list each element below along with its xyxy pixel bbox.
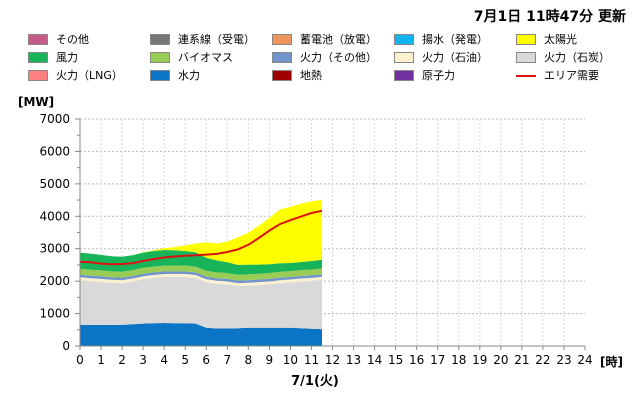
y-tick-label: 7000: [39, 112, 70, 126]
x-tick-label: 2: [118, 353, 126, 367]
area-series: [80, 265, 322, 281]
x-tick-label: 8: [245, 353, 253, 367]
x-tick-label: 24: [577, 353, 592, 367]
x-tick-label: 18: [451, 353, 466, 367]
legend-item: 火力（LNG）: [28, 69, 150, 83]
x-tick-label: 15: [388, 353, 403, 367]
legend-label: 水力: [178, 69, 200, 82]
legend-label: 地熱: [300, 69, 322, 82]
legend-swatch: [394, 52, 414, 63]
legend-item: 風力: [28, 51, 150, 65]
legend-swatch: [394, 70, 414, 81]
x-tick-label: 23: [556, 353, 571, 367]
x-tick-label: 12: [325, 353, 340, 367]
legend-label: その他: [56, 33, 89, 46]
legend-item: 太陽光: [516, 33, 638, 47]
x-tick-label: 0: [76, 353, 84, 367]
x-axis-unit: [時]: [600, 354, 623, 369]
legend-label: 太陽光: [544, 33, 577, 46]
legend-label: エリア需要: [544, 69, 599, 82]
legend-item: 火力（石炭）: [516, 51, 638, 65]
legend-item: エリア需要: [516, 69, 638, 83]
legend-label: 火力（石炭）: [544, 51, 610, 64]
x-tick-label: 1: [97, 353, 105, 367]
area-series: [80, 274, 322, 286]
y-tick-label: 3000: [39, 242, 70, 256]
legend-label: 連系線（受電）: [178, 33, 255, 46]
legend-swatch: [150, 34, 170, 45]
demand-series-line: [79, 209, 323, 266]
area-series: [80, 276, 322, 330]
stacked-areas: [80, 199, 322, 346]
legend-swatch: [272, 52, 292, 63]
x-tick-label: 5: [181, 353, 189, 367]
legend-item: 原子力: [394, 69, 516, 83]
area-series: [80, 323, 322, 346]
x-tick-label: 10: [283, 353, 298, 367]
legend-swatch: [150, 70, 170, 81]
legend-swatch: [516, 52, 536, 63]
x-tick-label: 16: [409, 353, 424, 367]
x-tick-label: 4: [160, 353, 168, 367]
area-series: [80, 271, 322, 284]
demand-line: [79, 209, 323, 266]
y-tick-label: 5000: [39, 177, 70, 191]
y-tick-label: 1000: [39, 307, 70, 321]
x-tick-label: 7: [223, 353, 231, 367]
legend-label: 原子力: [422, 69, 455, 82]
legend-item: その他: [28, 33, 150, 47]
y-tick-label: 4000: [39, 209, 70, 223]
legend-label: 揚水（発電）: [422, 33, 488, 46]
x-tick-label: 6: [202, 353, 210, 367]
legend-label: 火力（その他）: [300, 51, 377, 64]
area-series: [80, 199, 322, 265]
x-tick-label: 14: [367, 353, 382, 367]
x-tick-label: 3: [139, 353, 147, 367]
legend-label: 風力: [56, 51, 78, 64]
legend-label: 火力（石油）: [422, 51, 488, 64]
x-tick-label: 19: [472, 353, 487, 367]
legend-label: 蓄電池（放電）: [300, 33, 377, 46]
legend-swatch: [394, 34, 414, 45]
y-axis-label: [MW]: [18, 95, 54, 109]
x-tick-label: 13: [346, 353, 361, 367]
legend-swatch: [516, 75, 536, 77]
legend-item: 火力（石油）: [394, 51, 516, 65]
legend-swatch: [28, 34, 48, 45]
x-tick-label: 22: [535, 353, 550, 367]
legend-item: 水力: [150, 69, 272, 83]
legend-swatch: [272, 34, 292, 45]
x-tick-label: 21: [514, 353, 529, 367]
legend-label: バイオマス: [178, 51, 233, 64]
legend-swatch: [272, 70, 292, 81]
legend-item: バイオマス: [150, 51, 272, 65]
x-tick-label: 9: [266, 353, 274, 367]
legend-item: 連系線（受電）: [150, 33, 272, 47]
update-timestamp: 7月1日 11時47分 更新: [473, 9, 626, 25]
y-tick-label: 0: [62, 339, 70, 353]
x-tick-label: 17: [430, 353, 445, 367]
legend-item: 地熱: [272, 69, 394, 83]
x-axis-label: 7/1(火): [291, 374, 339, 389]
x-tick-label: 11: [304, 353, 319, 367]
legend-swatch: [28, 70, 48, 81]
legend-item: 蓄電池（放電）: [272, 33, 394, 47]
x-tick-label: 20: [493, 353, 508, 367]
legend-item: 揚水（発電）: [394, 33, 516, 47]
legend-swatch: [150, 52, 170, 63]
area-series: [80, 250, 322, 275]
y-tick-label: 6000: [39, 144, 70, 158]
legend-item: 火力（その他）: [272, 51, 394, 65]
legend-swatch: [28, 52, 48, 63]
y-tick-label: 2000: [39, 274, 70, 288]
legend-swatch: [516, 34, 536, 45]
legend-label: 火力（LNG）: [56, 69, 123, 82]
